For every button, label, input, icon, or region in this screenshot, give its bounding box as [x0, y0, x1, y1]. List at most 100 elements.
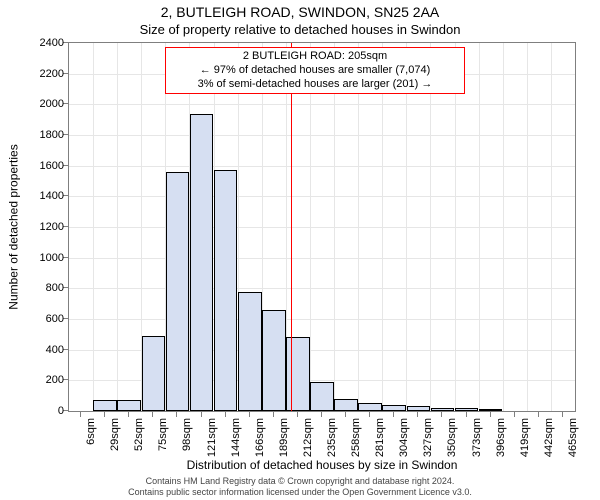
- gridline-v: [479, 43, 480, 411]
- ytick-label: 1200: [14, 221, 64, 233]
- xtick-mark: [466, 412, 467, 417]
- xtick-mark: [441, 412, 442, 417]
- xtick-mark: [176, 412, 177, 417]
- footer-line-2: Contains public sector information licen…: [0, 487, 600, 498]
- xtick-label: 465sqm: [567, 418, 579, 468]
- gridline-h: [69, 196, 575, 197]
- gridline-v: [334, 43, 335, 411]
- ytick-label: 400: [14, 344, 64, 356]
- gridline-v: [430, 43, 431, 411]
- xtick-label: 212sqm: [302, 418, 314, 468]
- histogram-bar: [382, 405, 406, 411]
- xtick-mark: [80, 412, 81, 417]
- xtick-label: 304sqm: [398, 418, 410, 468]
- ytick-label: 800: [14, 282, 64, 294]
- gridline-h: [69, 135, 575, 136]
- xtick-mark: [490, 412, 491, 417]
- ytick-label: 1400: [14, 190, 64, 202]
- xtick-mark: [562, 412, 563, 417]
- xtick-mark: [201, 412, 202, 417]
- xtick-mark: [369, 412, 370, 417]
- chart-plot-area: 2 BUTLEIGH ROAD: 205sqm ← 97% of detache…: [68, 42, 576, 412]
- ytick-label: 2000: [14, 98, 64, 110]
- histogram-bar: [358, 403, 382, 411]
- gridline-h: [69, 319, 575, 320]
- xtick-mark: [249, 412, 250, 417]
- histogram-bar: [479, 409, 503, 411]
- annotation-line-2: ← 97% of detached houses are smaller (7,…: [172, 64, 458, 78]
- xtick-label: 29sqm: [109, 418, 121, 468]
- xtick-label: 52sqm: [133, 418, 145, 468]
- annotation-line-3: 3% of semi-detached houses are larger (2…: [172, 78, 458, 92]
- histogram-bar: [310, 382, 334, 411]
- annotation-box: 2 BUTLEIGH ROAD: 205sqm ← 97% of detache…: [165, 47, 465, 94]
- histogram-bar: [238, 292, 262, 411]
- marker-line: [291, 43, 292, 411]
- gridline-v: [527, 43, 528, 411]
- gridline-h: [69, 166, 575, 167]
- xtick-label: 235sqm: [326, 418, 338, 468]
- xtick-mark: [321, 412, 322, 417]
- xtick-label: 144sqm: [230, 418, 242, 468]
- histogram-bar: [214, 170, 238, 411]
- xtick-mark: [393, 412, 394, 417]
- xtick-label: 166sqm: [254, 418, 266, 468]
- xtick-label: 98sqm: [181, 418, 193, 468]
- xtick-label: 327sqm: [422, 418, 434, 468]
- ytick-label: 1600: [14, 160, 64, 172]
- histogram-bar: [117, 400, 141, 411]
- gridline-v: [551, 43, 552, 411]
- histogram-bar: [455, 408, 479, 411]
- histogram-bar: [190, 114, 214, 411]
- gridline-v: [117, 43, 118, 411]
- histogram-bar: [142, 336, 166, 411]
- xtick-label: 419sqm: [519, 418, 531, 468]
- xtick-mark: [128, 412, 129, 417]
- ytick-label: 2200: [14, 68, 64, 80]
- gridline-h: [69, 288, 575, 289]
- ytick-label: 600: [14, 313, 64, 325]
- gridline-v: [93, 43, 94, 411]
- gridline-h: [69, 227, 575, 228]
- xtick-label: 373sqm: [471, 418, 483, 468]
- xtick-mark: [152, 412, 153, 417]
- histogram-bar: [431, 408, 455, 411]
- footer-line-1: Contains HM Land Registry data © Crown c…: [0, 476, 600, 487]
- footer-attribution: Contains HM Land Registry data © Crown c…: [0, 476, 600, 498]
- xtick-label: 396sqm: [495, 418, 507, 468]
- histogram-bar: [166, 172, 190, 411]
- xtick-label: 75sqm: [157, 418, 169, 468]
- xtick-mark: [225, 412, 226, 417]
- xtick-label: 258sqm: [350, 418, 362, 468]
- gridline-v: [455, 43, 456, 411]
- ytick-label: 1000: [14, 252, 64, 264]
- xtick-label: 442sqm: [543, 418, 555, 468]
- xtick-label: 189sqm: [278, 418, 290, 468]
- gridline-v: [406, 43, 407, 411]
- page-subtitle: Size of property relative to detached ho…: [0, 22, 600, 37]
- gridline-v: [382, 43, 383, 411]
- xtick-mark: [273, 412, 274, 417]
- xtick-mark: [297, 412, 298, 417]
- xtick-label: 281sqm: [374, 418, 386, 468]
- gridline-v: [358, 43, 359, 411]
- gridline-h: [69, 104, 575, 105]
- histogram-bar: [334, 399, 358, 411]
- xtick-mark: [514, 412, 515, 417]
- ytick-label: 0: [14, 405, 64, 417]
- gridline-h: [69, 258, 575, 259]
- xtick-label: 6sqm: [85, 418, 97, 468]
- histogram-bar: [407, 406, 431, 411]
- histogram-bar: [93, 400, 117, 411]
- gridline-v: [503, 43, 504, 411]
- histogram-bar: [262, 310, 286, 411]
- ytick-label: 1800: [14, 129, 64, 141]
- gridline-v: [310, 43, 311, 411]
- ytick-label: 2400: [14, 37, 64, 49]
- annotation-line-1: 2 BUTLEIGH ROAD: 205sqm: [172, 50, 458, 64]
- xtick-mark: [417, 412, 418, 417]
- ytick-label: 200: [14, 374, 64, 386]
- page-title: 2, BUTLEIGH ROAD, SWINDON, SN25 2AA: [0, 4, 600, 20]
- xtick-mark: [538, 412, 539, 417]
- xtick-label: 121sqm: [206, 418, 218, 468]
